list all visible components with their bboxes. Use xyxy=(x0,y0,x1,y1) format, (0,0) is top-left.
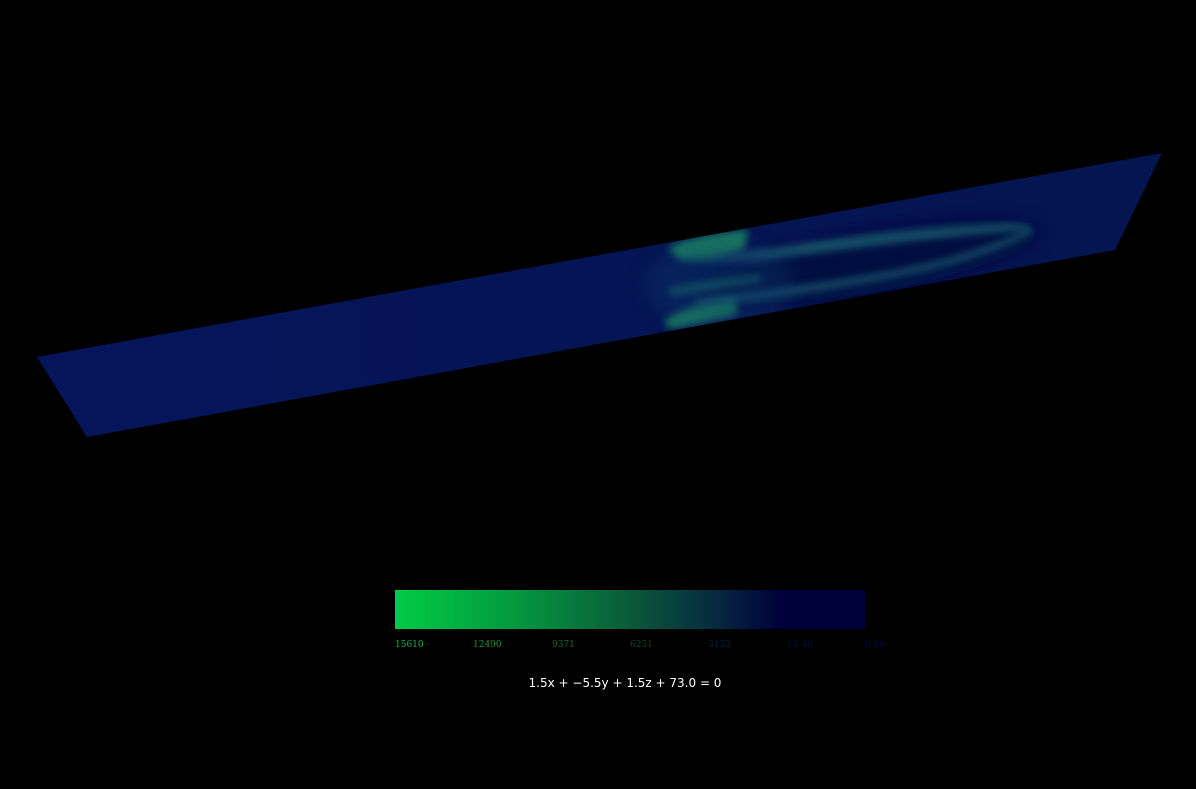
colorbar-tick-label: 3132 xyxy=(708,640,731,650)
colorbar xyxy=(395,590,865,629)
colorbar-tick-label: 12490 xyxy=(473,640,502,650)
plane-equation-label: 1.5x + −5.5y + 1.5z + 73.0 = 0 xyxy=(528,676,722,690)
feature-halo xyxy=(645,240,795,330)
colorbar-gradient xyxy=(395,590,865,629)
scalar-field-features xyxy=(645,220,1038,330)
colorbar-tick-label: 15610 xyxy=(395,640,424,650)
colorbar-tick-label: 0.00 xyxy=(865,640,886,650)
colorbar-tick-labels: 15610 12490 9371 6251 3132 12.46 0.00 xyxy=(395,640,915,654)
slice-plane xyxy=(37,153,1162,437)
colorbar-tick-label: 9371 xyxy=(552,640,575,650)
upper-trailing-edge xyxy=(690,224,1032,262)
colorbar-tick-label: 12.46 xyxy=(787,640,813,650)
colorbar-tick-label: 6251 xyxy=(630,640,653,650)
